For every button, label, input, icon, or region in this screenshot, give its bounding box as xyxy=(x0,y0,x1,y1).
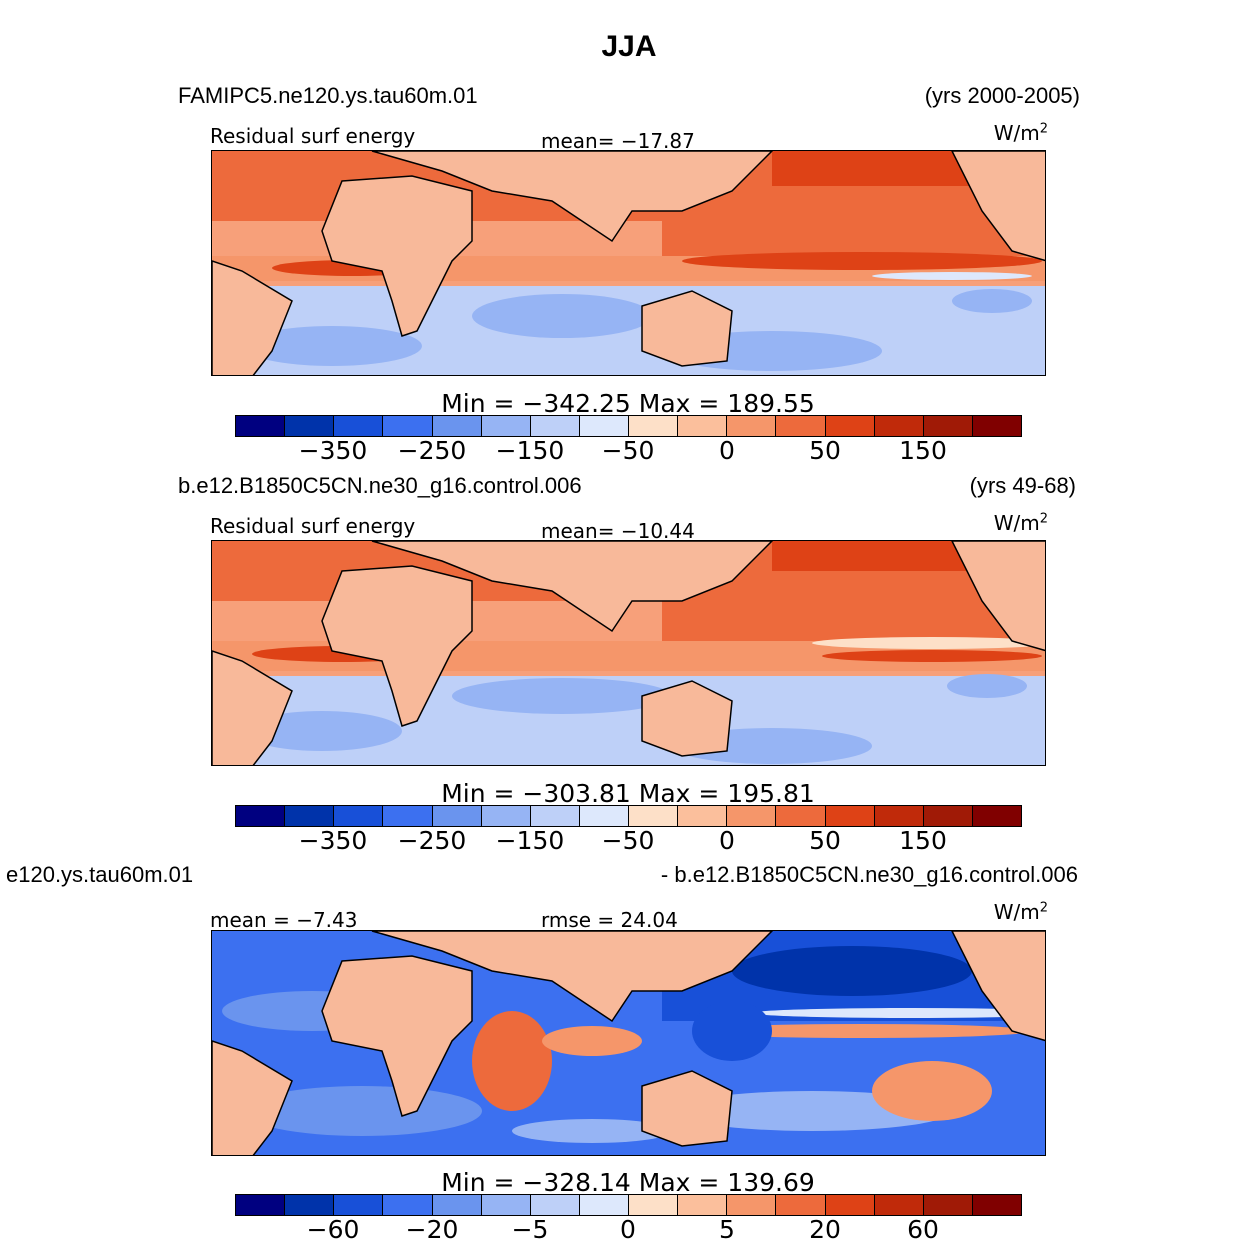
colorbar-tick-label: −50 xyxy=(601,826,655,855)
colorbar-swatch xyxy=(579,416,629,436)
colorbar-tick-label: 0 xyxy=(620,1215,636,1244)
colorbar-swatch xyxy=(923,1195,973,1215)
colorbar-swatch xyxy=(727,416,777,436)
colorbar-swatch xyxy=(236,1195,286,1215)
colorbar-swatch xyxy=(334,806,384,826)
panel1-minmax: Min = −342.25 Max = 189.55 xyxy=(441,389,815,418)
colorbar-swatch xyxy=(874,416,924,436)
colorbar-swatch xyxy=(383,1195,433,1215)
panel3-colorbar xyxy=(235,1194,1022,1216)
colorbar-swatch xyxy=(972,1195,1021,1215)
colorbar-tick-label: −350 xyxy=(298,826,368,855)
colorbar-tick-label: 150 xyxy=(899,826,947,855)
colorbar-swatch xyxy=(678,416,728,436)
panel1-units: W/m2 xyxy=(993,121,1048,145)
colorbar-tick-label: 50 xyxy=(809,826,841,855)
colorbar-tick-label: 150 xyxy=(899,436,947,465)
colorbar-tick-label: −60 xyxy=(306,1215,360,1244)
panel2-left-label: Residual surf energy xyxy=(210,514,416,538)
colorbar-swatch xyxy=(825,806,875,826)
colorbar-swatch xyxy=(874,1195,924,1215)
panel3-rmse-label: rmse = 24.04 xyxy=(541,908,678,932)
colorbar-swatch xyxy=(923,416,973,436)
panel3-units: W/m2 xyxy=(993,900,1048,924)
panel2-mean-label: mean= −10.44 xyxy=(541,519,695,543)
panel2-map xyxy=(211,540,1046,766)
panel3-map-svg xyxy=(212,931,1045,1155)
colorbar-swatch xyxy=(678,1195,728,1215)
panel3-minmax: Min = −328.14 Max = 139.69 xyxy=(441,1168,815,1197)
colorbar-swatch xyxy=(383,416,433,436)
panel3-case-left: e120.ys.tau60m.01 xyxy=(6,862,194,887)
colorbar-swatch xyxy=(334,1195,384,1215)
colorbar-swatch xyxy=(432,1195,482,1215)
colorbar-swatch xyxy=(432,806,482,826)
colorbar-swatch xyxy=(334,416,384,436)
panel1-colorbar xyxy=(235,415,1022,437)
colorbar-swatch xyxy=(727,1195,777,1215)
colorbar-swatch xyxy=(923,806,973,826)
colorbar-tick-label: −250 xyxy=(397,826,467,855)
colorbar-swatch xyxy=(825,1195,875,1215)
colorbar-tick-label: 60 xyxy=(907,1215,939,1244)
colorbar-tick-label: 20 xyxy=(809,1215,841,1244)
colorbar-swatch xyxy=(579,806,629,826)
colorbar-swatch xyxy=(285,1195,335,1215)
colorbar-tick-label: 50 xyxy=(809,436,841,465)
colorbar-swatch xyxy=(776,1195,826,1215)
panel2-years: (yrs 49-68) xyxy=(969,473,1076,498)
colorbar-swatch xyxy=(236,806,286,826)
panel1-years: (yrs 2000-2005) xyxy=(924,83,1080,108)
colorbar-swatch xyxy=(481,806,531,826)
colorbar-swatch xyxy=(236,416,286,436)
colorbar-tick-label: −150 xyxy=(495,826,565,855)
colorbar-swatch xyxy=(432,416,482,436)
colorbar-tick-label: 0 xyxy=(719,436,735,465)
colorbar-swatch xyxy=(383,806,433,826)
figure-title: JJA xyxy=(601,30,657,63)
colorbar-swatch xyxy=(285,806,335,826)
panel3-case-right: - b.e12.B1850C5CN.ne30_g16.control.006 xyxy=(660,862,1078,887)
colorbar-tick-label: −350 xyxy=(298,436,368,465)
colorbar-swatch xyxy=(530,416,580,436)
colorbar-swatch xyxy=(530,1195,580,1215)
colorbar-swatch xyxy=(776,806,826,826)
colorbar-swatch xyxy=(972,416,1021,436)
colorbar-tick-label: −50 xyxy=(601,436,655,465)
panel2-map-svg xyxy=(212,541,1045,765)
colorbar-tick-label: 0 xyxy=(719,826,735,855)
colorbar-tick-label: −20 xyxy=(405,1215,459,1244)
colorbar-swatch xyxy=(579,1195,629,1215)
colorbar-tick-label: −250 xyxy=(397,436,467,465)
colorbar-tick-label: −150 xyxy=(495,436,565,465)
colorbar-swatch xyxy=(481,1195,531,1215)
colorbar-swatch xyxy=(776,416,826,436)
panel1-mean-label: mean= −17.87 xyxy=(541,129,695,153)
panel3-mean-label: mean = −7.43 xyxy=(210,908,358,932)
panel2-minmax: Min = −303.81 Max = 195.81 xyxy=(441,779,815,808)
panel3-map xyxy=(211,930,1046,1156)
colorbar-swatch xyxy=(825,416,875,436)
panel1-map-svg xyxy=(212,151,1045,375)
panel1-map xyxy=(211,150,1046,376)
colorbar-swatch xyxy=(727,806,777,826)
colorbar-swatch xyxy=(629,1195,679,1215)
colorbar-swatch xyxy=(530,806,580,826)
colorbar-tick-label: 5 xyxy=(719,1215,735,1244)
panel1-left-label: Residual surf energy xyxy=(210,124,416,148)
colorbar-swatch xyxy=(678,806,728,826)
panel2-units: W/m2 xyxy=(993,511,1048,535)
panel1-case-name: FAMIPC5.ne120.ys.tau60m.01 xyxy=(178,83,478,108)
colorbar-swatch xyxy=(874,806,924,826)
colorbar-swatch xyxy=(481,416,531,436)
colorbar-swatch xyxy=(285,416,335,436)
colorbar-swatch xyxy=(629,416,679,436)
colorbar-swatch xyxy=(629,806,679,826)
colorbar-tick-label: −5 xyxy=(511,1215,549,1244)
colorbar-swatch xyxy=(972,806,1021,826)
panel2-case-name: b.e12.B1850C5CN.ne30_g16.control.006 xyxy=(178,473,582,498)
panel2-colorbar xyxy=(235,805,1022,827)
